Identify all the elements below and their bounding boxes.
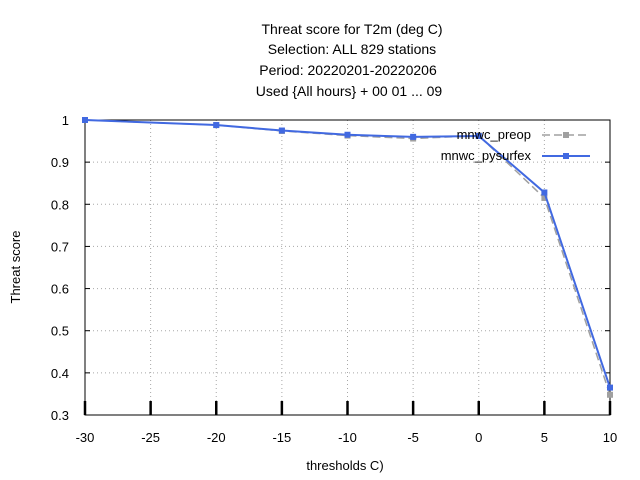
x-tick-label: -20 (207, 430, 226, 445)
legend-item: mnwc_pysurfex (441, 148, 590, 163)
data-point (607, 384, 613, 391)
chart-title-line-4: Used {All hours} + 00 01 ... 09 (256, 83, 443, 99)
x-tick-label: -5 (407, 430, 419, 445)
data-point (278, 127, 285, 134)
x-tick-label: -25 (141, 430, 160, 445)
series-layer (82, 117, 613, 398)
legend-label: mnwc_pysurfex (441, 148, 532, 163)
y-axis-label: Threat score (8, 231, 23, 304)
legend-label: mnwc_preop (457, 127, 531, 142)
data-point (475, 133, 482, 140)
x-axis-label: thresholds C) (306, 458, 383, 473)
y-tick-label: 0.9 (51, 155, 69, 170)
y-tick-label: 0.8 (51, 197, 69, 212)
y-tick-label: 0.7 (51, 239, 69, 254)
plot-frame (84, 119, 611, 416)
data-point (213, 122, 220, 129)
x-tick-label: -15 (272, 430, 291, 445)
data-point (82, 117, 88, 123)
legend-marker (563, 153, 569, 159)
data-point (541, 194, 548, 201)
chart-title-line-1: Threat score for T2m (deg C) (261, 21, 442, 37)
y-tick-label: 0.5 (51, 324, 69, 339)
data-point (410, 133, 417, 140)
grid-lines (85, 120, 610, 415)
data-point (607, 391, 613, 398)
x-tick-label: 0 (475, 430, 482, 445)
tick-labels: -30 -25 -20 -15 -10 -5 0 5 10 0.3 0.4 0.5 0.6 0.7 0.8 0… (51, 113, 617, 445)
series-line (84, 119, 611, 388)
x-tick-label: 10 (603, 430, 617, 445)
series-line (84, 119, 611, 396)
x-tick-label: 5 (541, 430, 548, 445)
data-point (541, 189, 548, 196)
chart-title-line-3: Period: 20220201-20220206 (259, 62, 437, 78)
chart-title-line-2: Selection: ALL 829 stations (268, 41, 436, 57)
y-tick-label: 0.4 (51, 366, 69, 381)
x-tick-label: -10 (338, 430, 357, 445)
legend-item: mnwc_preop (457, 127, 590, 142)
legend: mnwc_preop mnwc_pysurfex (441, 127, 590, 163)
x-tick-label: -30 (76, 430, 95, 445)
data-point (344, 131, 351, 138)
y-tick-label: 0.3 (51, 408, 69, 423)
series-mnwc_pysurfex (82, 117, 613, 391)
y-tick-label: 1 (62, 113, 69, 128)
legend-marker (563, 132, 569, 138)
series-mnwc_preop (82, 117, 613, 398)
y-tick-label: 0.6 (51, 282, 69, 297)
